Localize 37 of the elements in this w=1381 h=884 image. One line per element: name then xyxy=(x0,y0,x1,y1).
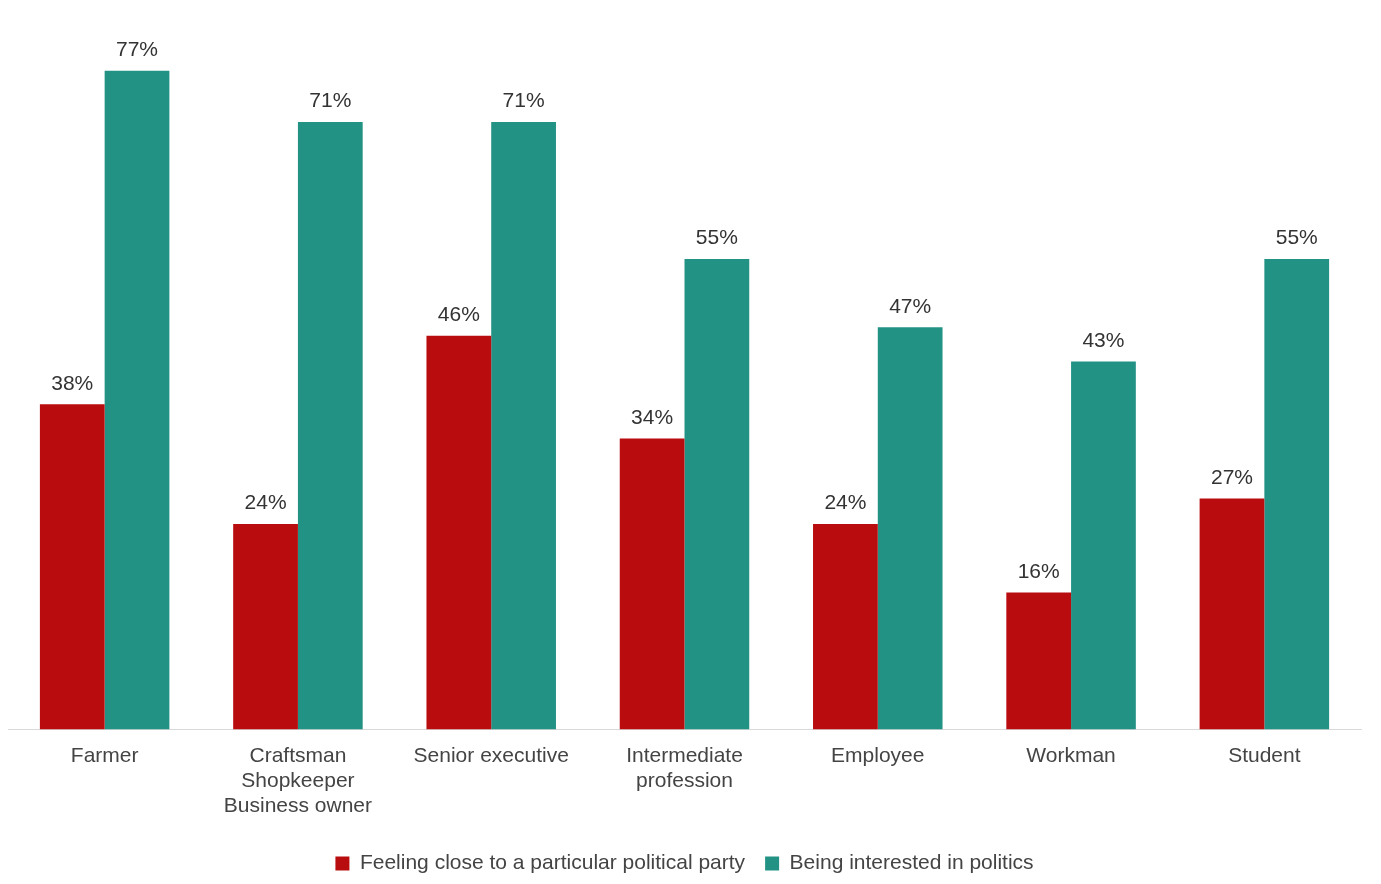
x-tick-label: Workman xyxy=(1026,742,1116,766)
x-tick-label: Farmer xyxy=(70,742,139,766)
bar xyxy=(1264,258,1330,730)
x-tick-label: Employee xyxy=(831,742,925,766)
data-label: 71% xyxy=(309,88,352,112)
bar xyxy=(426,335,492,730)
legend-label: Feeling close to a particular political party xyxy=(359,850,746,874)
x-tick-label: Senior executive xyxy=(413,742,569,766)
data-label: 46% xyxy=(437,302,480,326)
legend-label: Being interested in politics xyxy=(789,850,1034,874)
data-label: 55% xyxy=(1275,225,1318,249)
data-label: 34% xyxy=(631,404,674,428)
bar xyxy=(1071,361,1136,730)
bar xyxy=(39,404,105,730)
bar xyxy=(491,122,556,730)
data-label: 27% xyxy=(1210,464,1253,488)
x-tick-label: Intermediate profession xyxy=(626,742,743,791)
bar xyxy=(619,438,685,730)
bar xyxy=(877,327,943,730)
data-label: 24% xyxy=(824,490,867,514)
data-label: 71% xyxy=(502,88,545,112)
data-label: 77% xyxy=(116,36,159,60)
bar xyxy=(813,524,878,730)
bar xyxy=(684,258,750,730)
bar xyxy=(1006,592,1072,730)
data-label: 38% xyxy=(51,370,94,394)
data-label: 55% xyxy=(695,225,738,249)
bar xyxy=(1199,498,1265,730)
data-label: 16% xyxy=(1017,558,1060,582)
x-tick-label: Student xyxy=(1228,742,1301,766)
bar xyxy=(233,524,298,730)
data-label: 47% xyxy=(889,293,932,317)
bar xyxy=(104,70,170,730)
data-label: 24% xyxy=(244,490,287,514)
x-tick-label: Craftsman Shopkeeper Business owner xyxy=(223,742,373,817)
data-label: 43% xyxy=(1082,327,1125,351)
bar xyxy=(297,122,363,730)
